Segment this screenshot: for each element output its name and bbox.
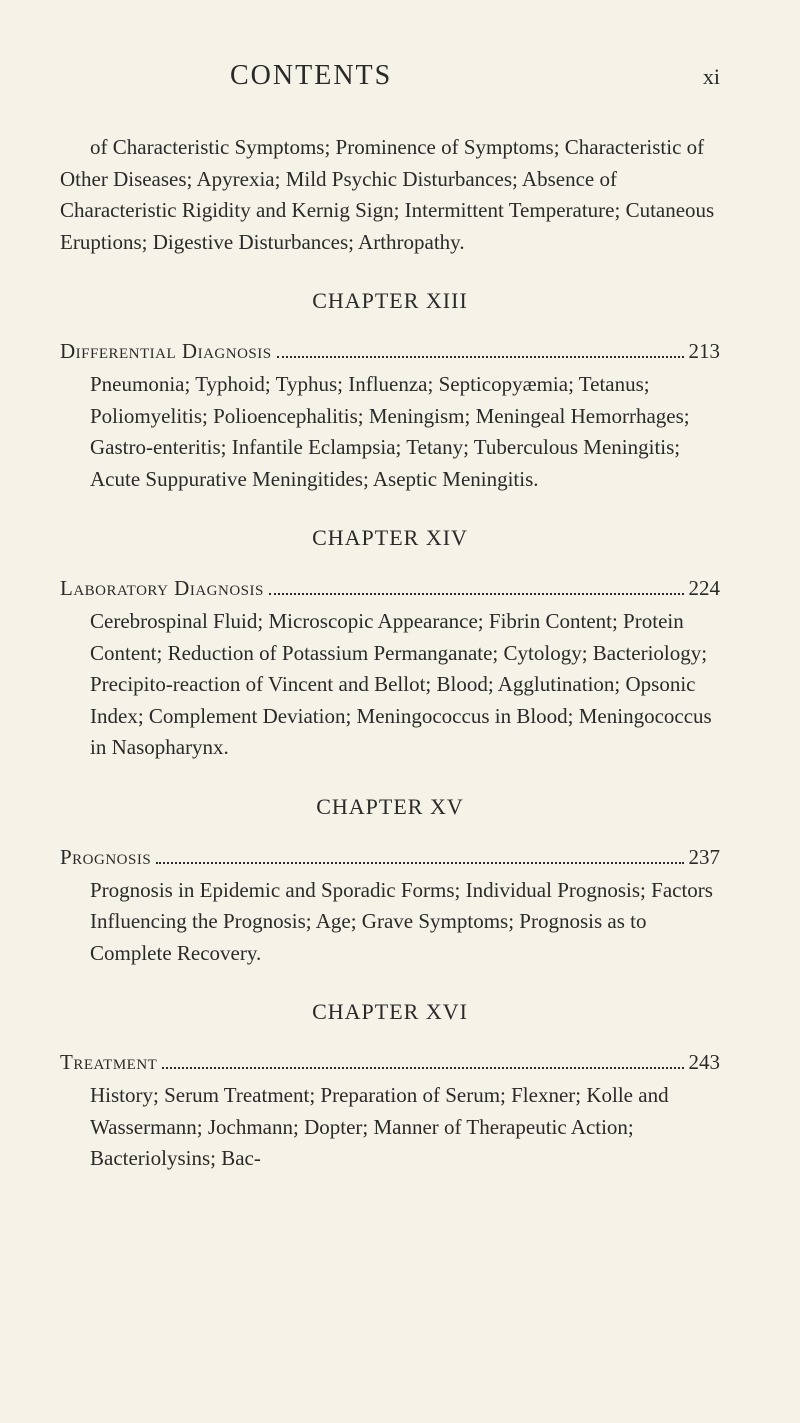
entry-title-line: Laboratory Diagnosis 224	[60, 576, 720, 601]
entry-title-line: Treatment 243	[60, 1050, 720, 1075]
toc-entry: Laboratory Diagnosis 224 Cerebrospinal F…	[60, 576, 720, 764]
contents-title: CONTENTS	[230, 60, 392, 92]
page-number: xi	[703, 64, 720, 90]
dots-leader	[269, 593, 684, 595]
entry-description: Cerebrospinal Fluid; Microscopic Appeara…	[60, 606, 720, 764]
dots-leader	[277, 356, 684, 358]
page-header: CONTENTS xi	[60, 60, 720, 92]
entry-description: History; Serum Treatment; Preparation of…	[60, 1080, 720, 1175]
dots-leader	[156, 862, 683, 864]
toc-entry: Prognosis 237 Prognosis in Epidemic and …	[60, 845, 720, 970]
entry-title: Prognosis	[60, 845, 151, 870]
dots-leader	[162, 1067, 683, 1069]
entry-title: Differential Diagnosis	[60, 339, 272, 364]
entry-page: 213	[689, 339, 721, 364]
entry-description: Pneumonia; Typhoid; Typhus; Influenza; S…	[60, 369, 720, 495]
chapter-heading: CHAPTER XVI	[60, 999, 720, 1025]
entry-title-line: Prognosis 237	[60, 845, 720, 870]
toc-entry: Differential Diagnosis 213 Pneumonia; Ty…	[60, 339, 720, 495]
intro-paragraph: of Characteristic Symptoms; Prominence o…	[60, 132, 720, 258]
entry-description: Prognosis in Epidemic and Sporadic Forms…	[60, 875, 720, 970]
chapter-heading: CHAPTER XV	[60, 794, 720, 820]
entry-title-line: Differential Diagnosis 213	[60, 339, 720, 364]
entry-title: Laboratory Diagnosis	[60, 576, 264, 601]
toc-entry: Treatment 243 History; Serum Treatment; …	[60, 1050, 720, 1175]
entry-page: 243	[689, 1050, 721, 1075]
entry-title: Treatment	[60, 1050, 157, 1075]
chapter-heading: CHAPTER XIV	[60, 525, 720, 551]
entry-page: 237	[689, 845, 721, 870]
chapter-heading: CHAPTER XIII	[60, 288, 720, 314]
entry-page: 224	[689, 576, 721, 601]
